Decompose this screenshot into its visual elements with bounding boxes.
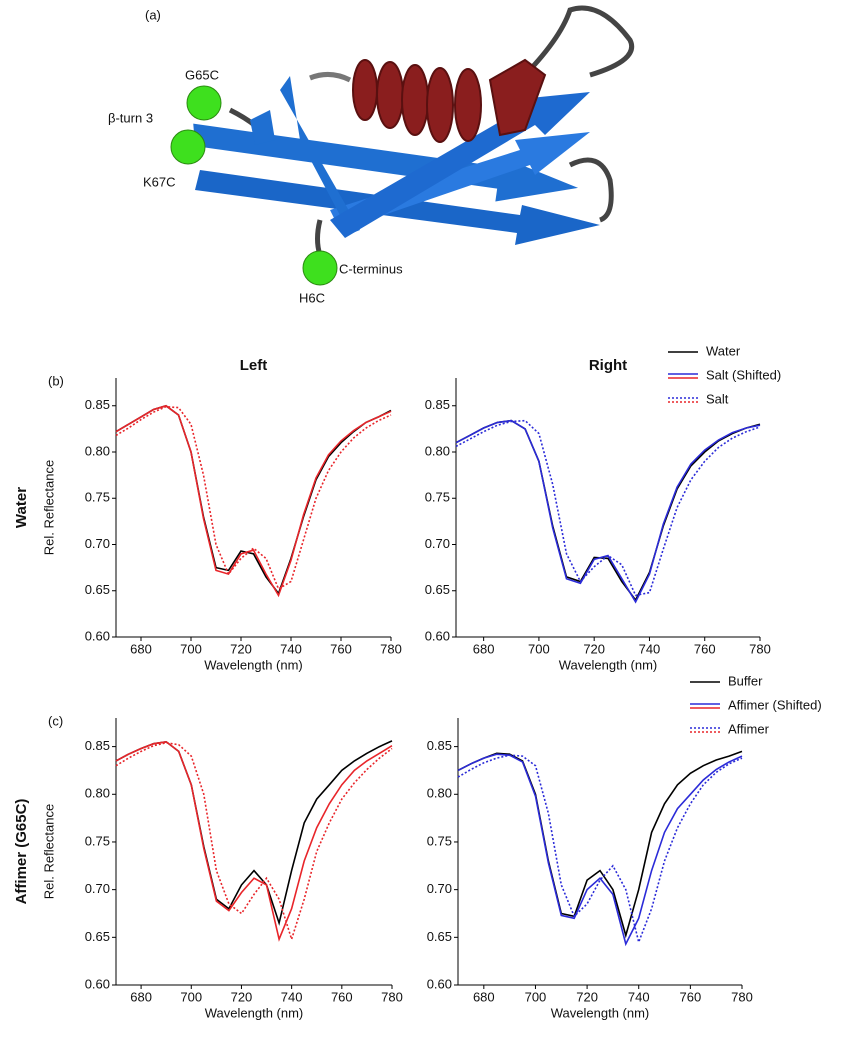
x-tick-label: 780 bbox=[749, 641, 771, 656]
y-tick-label: 0.70 bbox=[85, 536, 110, 551]
x-tick-label: 780 bbox=[731, 989, 753, 1004]
y-tick-label: 0.75 bbox=[427, 833, 452, 848]
residue-label: H6C bbox=[299, 290, 325, 305]
x-tick-label: 760 bbox=[694, 641, 716, 656]
spectrum-line bbox=[455, 419, 761, 597]
y-tick-label: 0.80 bbox=[427, 786, 452, 801]
x-tick-label: 700 bbox=[180, 989, 202, 1004]
y-tick-label: 0.80 bbox=[85, 443, 110, 458]
spectrum-line bbox=[457, 754, 743, 945]
column-title: Left bbox=[240, 357, 268, 374]
legend-label: Buffer bbox=[728, 673, 763, 688]
spectrum-line bbox=[115, 741, 393, 942]
x-tick-label: 780 bbox=[380, 641, 402, 656]
x-tick-label: 680 bbox=[130, 641, 152, 656]
legend-label: Affimer bbox=[728, 721, 770, 736]
spectrum-line bbox=[115, 740, 393, 942]
x-tick-label: 700 bbox=[525, 989, 547, 1004]
y-tick-label: 0.65 bbox=[85, 582, 110, 597]
legend-label: Salt bbox=[706, 391, 729, 406]
y-tick-label: 0.70 bbox=[425, 536, 450, 551]
region-label: β-turn 3 bbox=[108, 110, 153, 125]
legend-label: Affimer (Shifted) bbox=[728, 697, 822, 712]
x-tick-label: 740 bbox=[281, 989, 303, 1004]
y-tick-label: 0.60 bbox=[427, 976, 452, 991]
x-axis-label: Wavelength (nm) bbox=[205, 1005, 304, 1020]
x-tick-label: 760 bbox=[330, 641, 352, 656]
x-tick-label: 760 bbox=[331, 989, 353, 1004]
x-tick-label: 680 bbox=[473, 989, 495, 1004]
y-tick-label: 0.85 bbox=[427, 738, 452, 753]
x-axis-label: Wavelength (nm) bbox=[204, 657, 303, 672]
y-tick-label: 0.70 bbox=[427, 881, 452, 896]
legend-label: Salt (Shifted) bbox=[706, 367, 781, 382]
x-tick-label: 740 bbox=[280, 641, 302, 656]
y-tick-label: 0.65 bbox=[427, 929, 452, 944]
x-tick-label: 700 bbox=[180, 641, 202, 656]
terminus-label: C-terminus bbox=[339, 261, 403, 276]
spectrum-line bbox=[115, 404, 392, 598]
spectrum-line bbox=[457, 750, 743, 939]
x-tick-label: 680 bbox=[130, 989, 152, 1004]
x-tick-label: 740 bbox=[639, 641, 661, 656]
x-axis-label: Wavelength (nm) bbox=[551, 1005, 650, 1020]
y-tick-label: 0.75 bbox=[85, 833, 110, 848]
x-tick-label: 720 bbox=[230, 641, 252, 656]
spectrum-line bbox=[115, 405, 392, 591]
y-tick-label: 0.65 bbox=[85, 929, 110, 944]
spectrum-line bbox=[455, 419, 761, 602]
row-label: Affimer (G65C) bbox=[13, 799, 30, 905]
x-tick-label: 720 bbox=[231, 989, 253, 1004]
y-axis-label: Rel. Reflectance bbox=[41, 804, 56, 899]
y-tick-label: 0.75 bbox=[425, 490, 450, 505]
x-tick-label: 700 bbox=[528, 641, 550, 656]
panel-label: (c) bbox=[48, 713, 63, 728]
x-tick-label: 740 bbox=[628, 989, 650, 1004]
spectrum-line bbox=[457, 753, 743, 947]
y-tick-label: 0.60 bbox=[425, 628, 450, 643]
y-tick-label: 0.85 bbox=[85, 738, 110, 753]
panel-label: (b) bbox=[48, 373, 64, 388]
protein-structure bbox=[170, 5, 634, 286]
y-tick-label: 0.75 bbox=[85, 490, 110, 505]
y-tick-label: 0.80 bbox=[85, 786, 110, 801]
y-axis-label: Rel. Reflectance bbox=[41, 460, 56, 555]
x-tick-label: 780 bbox=[381, 989, 403, 1004]
y-tick-label: 0.85 bbox=[425, 397, 450, 412]
column-title: Right bbox=[589, 357, 627, 374]
residue-label: G65C bbox=[185, 67, 219, 82]
x-axis-label: Wavelength (nm) bbox=[559, 657, 658, 672]
row-label: Water bbox=[13, 487, 30, 528]
y-tick-label: 0.70 bbox=[85, 881, 110, 896]
x-tick-label: 720 bbox=[576, 989, 598, 1004]
y-tick-label: 0.65 bbox=[425, 582, 450, 597]
y-tick-label: 0.85 bbox=[85, 397, 110, 412]
residue-label: K67C bbox=[143, 174, 176, 189]
y-tick-label: 0.60 bbox=[85, 628, 110, 643]
legend-label: Water bbox=[706, 343, 741, 358]
y-tick-label: 0.60 bbox=[85, 976, 110, 991]
x-tick-label: 720 bbox=[583, 641, 605, 656]
panel-label: (a) bbox=[145, 7, 161, 22]
y-tick-label: 0.80 bbox=[425, 443, 450, 458]
spectrum-line bbox=[115, 740, 393, 926]
spectrum-line bbox=[455, 419, 761, 604]
x-tick-label: 760 bbox=[680, 989, 702, 1004]
x-tick-label: 680 bbox=[473, 641, 495, 656]
